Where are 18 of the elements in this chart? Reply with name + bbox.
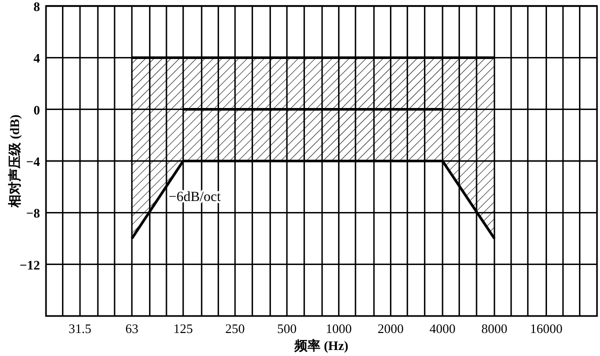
x-tick-label: 1000: [326, 321, 352, 336]
x-tick-label: 31.5: [68, 321, 92, 336]
x-tick-label: 250: [225, 321, 245, 336]
x-tick-label: 500: [277, 321, 297, 336]
x-tick-label: 4000: [430, 321, 456, 336]
x-tick-label: 63: [125, 321, 138, 336]
y-tick-label: −4: [26, 154, 40, 169]
x-tick-label: 125: [173, 321, 193, 336]
y-tick-label: 0: [34, 102, 40, 118]
x-tick-label: 16000: [530, 321, 563, 336]
y-axis-title: 相对声压级 (dB): [7, 114, 22, 208]
x-axis-title: 频率 (Hz): [294, 338, 348, 353]
y-tick-label: 8: [34, 0, 40, 14]
y-tick-label: −12: [20, 257, 40, 272]
x-tick-label: 2000: [378, 321, 404, 336]
x-tick-label: 8000: [481, 321, 508, 336]
y-tick-label: 4: [34, 50, 40, 66]
y-tick-label: −8: [26, 206, 40, 221]
